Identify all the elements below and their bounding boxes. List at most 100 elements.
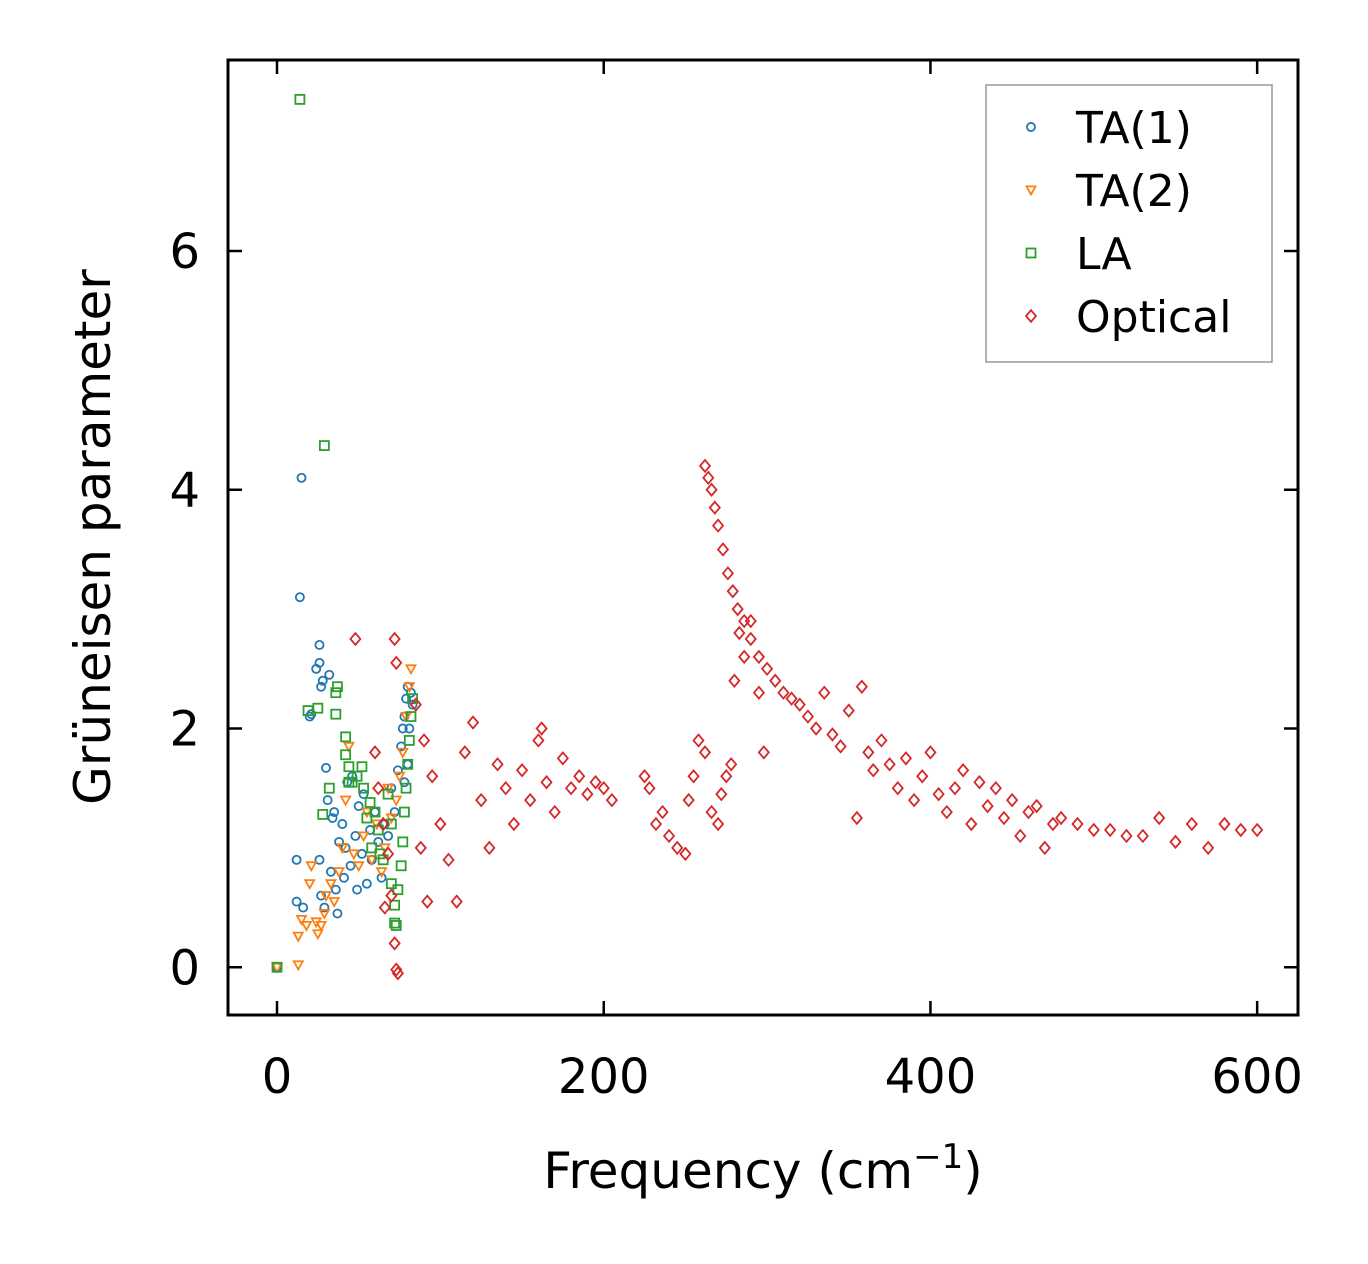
legend-item: Optical [1024, 292, 1231, 343]
data-point [1046, 816, 1060, 832]
data-point [350, 830, 361, 841]
data-point [708, 500, 721, 515]
data-point [850, 810, 864, 826]
data-point [332, 681, 343, 693]
data-point [392, 884, 404, 896]
data-point [605, 792, 619, 808]
plot-area [270, 93, 1264, 981]
data-point [324, 669, 335, 680]
data-point [318, 440, 330, 451]
data-point [372, 780, 385, 796]
data-point [540, 774, 553, 790]
data-point [752, 649, 766, 665]
legend-label: TA(1) [1075, 103, 1192, 154]
data-point [319, 902, 330, 913]
data-point [403, 735, 415, 746]
data-point [366, 842, 378, 854]
data-point [377, 816, 390, 832]
data-point [515, 763, 529, 778]
data-point [397, 723, 408, 734]
data-point [1087, 822, 1100, 838]
data-point [842, 703, 855, 718]
data-point [399, 806, 410, 818]
data-point [375, 867, 388, 879]
data-point [891, 780, 904, 796]
data-point [389, 917, 401, 929]
data-point [656, 804, 669, 820]
data-point [997, 810, 1011, 826]
data-point [368, 745, 382, 760]
data-point [705, 804, 718, 820]
data-point [291, 896, 302, 907]
data-point [401, 693, 412, 704]
data-point [548, 804, 561, 820]
data-point [317, 809, 329, 820]
data-point [385, 813, 398, 825]
data-point [643, 780, 656, 796]
data-point [932, 786, 945, 802]
data-point [1251, 822, 1264, 838]
series-la [271, 93, 418, 973]
data-point [426, 769, 439, 784]
legend-marker [1024, 185, 1038, 197]
data-point [1005, 792, 1019, 808]
data-point [524, 792, 537, 808]
data-point [1234, 822, 1247, 838]
data-point [556, 751, 570, 766]
data-point [314, 639, 325, 650]
data-point [340, 731, 352, 743]
data-point [295, 915, 308, 926]
data-point [940, 804, 953, 820]
data-point [315, 920, 328, 932]
data-point [361, 812, 373, 824]
legend-label: LA [1076, 229, 1132, 280]
data-point [1185, 816, 1198, 832]
data-point [312, 702, 324, 714]
data-point [306, 709, 317, 720]
data-point [303, 879, 316, 891]
data-point [1202, 840, 1215, 856]
data-point [390, 655, 403, 671]
data-point [752, 685, 766, 700]
data-point [777, 685, 790, 700]
data-point [396, 747, 409, 759]
data-point [649, 816, 663, 832]
data-point [698, 458, 712, 474]
data-point [711, 518, 725, 533]
data-point [292, 960, 305, 972]
legend-item: TA(1) [1026, 103, 1192, 154]
data-point [330, 708, 342, 720]
y-tick-label: 2 [169, 702, 200, 758]
data-point [1014, 828, 1027, 844]
data-point [352, 884, 363, 895]
data-point [358, 782, 369, 794]
data-point [397, 836, 409, 848]
data-point [332, 908, 343, 919]
data-point [327, 813, 338, 823]
data-point [337, 819, 348, 829]
data-point [378, 900, 391, 915]
data-point [1071, 816, 1084, 832]
data-point [383, 830, 394, 841]
data-point [390, 962, 403, 977]
data-point [738, 613, 751, 629]
data-point [698, 745, 712, 760]
data-point [365, 855, 378, 867]
data-point [409, 697, 422, 712]
data-point [875, 733, 888, 748]
data-point [948, 780, 962, 796]
x-tick-label: 0 [262, 1049, 293, 1105]
data-point [738, 649, 751, 665]
data-point [294, 93, 306, 105]
data-point [716, 542, 730, 557]
data-point [679, 846, 692, 862]
data-point [757, 745, 770, 760]
y-tick-label: 4 [169, 463, 200, 519]
data-point [358, 789, 369, 800]
y-tick-label: 6 [169, 224, 200, 280]
data-point [347, 849, 360, 861]
data-point [809, 721, 823, 736]
legend-marker [1024, 308, 1038, 324]
data-point [393, 771, 406, 783]
